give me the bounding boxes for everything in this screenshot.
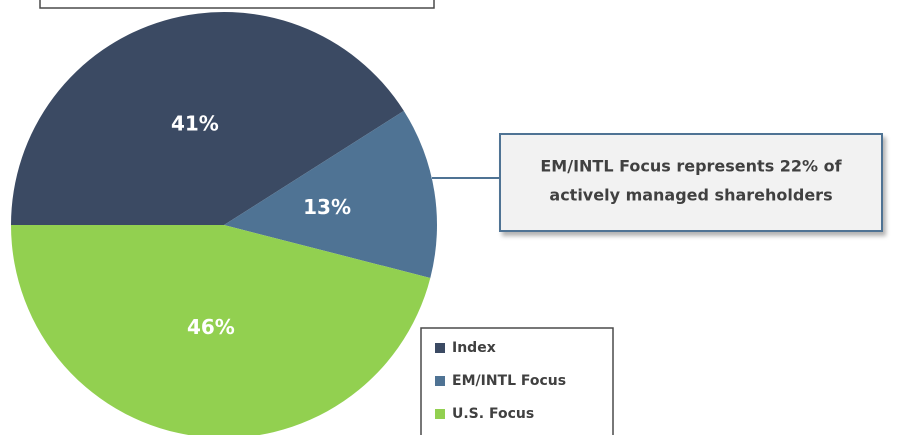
annotation-line: actively managed shareholders [549,186,832,205]
legend-label: Index [452,340,496,356]
legend-swatch [435,376,445,386]
legend-swatch [435,409,445,419]
slice-label: 41% [171,111,219,135]
top-box [39,0,435,9]
legend-box [420,327,614,435]
pie-slice [11,225,431,435]
annotation-box [499,133,883,232]
slice-label: 46% [187,315,235,339]
slice-label: 13% [303,195,351,219]
pie: 41% 13% 46% [11,12,437,435]
annotation-line: EM/INTL Focus represents 22% of [540,157,842,176]
pie-slice [224,110,437,278]
pie-slice [11,12,404,225]
legend-swatch [435,343,445,353]
legend-label: EM/INTL Focus [452,373,566,389]
legend-label: U.S. Focus [452,406,534,422]
legend: Index EM/INTL Focus U.S. Focus [435,340,566,422]
